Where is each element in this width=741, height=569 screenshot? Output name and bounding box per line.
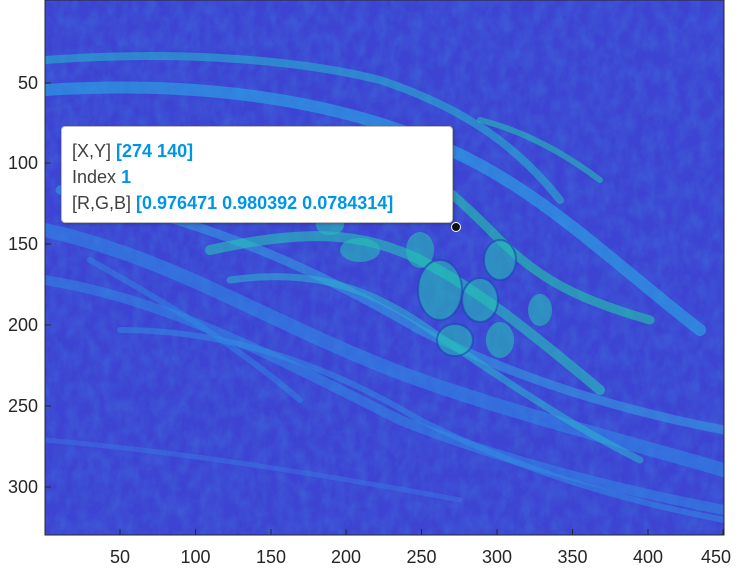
y-tick-label: 200 <box>8 315 38 335</box>
x-tick-label: 50 <box>110 547 130 567</box>
x-axis <box>119 529 724 535</box>
x-tick-label: 450 <box>701 547 731 567</box>
y-axis <box>45 82 51 488</box>
axes-frame <box>44 0 725 536</box>
datatip-xy-label: [X,Y] <box>72 141 112 161</box>
datatip-rgb-label: [R,G,B] <box>72 193 132 213</box>
y-tick-label: 300 <box>8 477 38 497</box>
y-tick-label: 50 <box>18 73 38 93</box>
y-tick-labels: 50 100 150 200 250 300 <box>8 73 38 497</box>
datatip-xy-value: [274 140] <box>116 141 194 161</box>
datatip-rgb-row: [R,G,B] [0.976471 0.980392 0.0784314] <box>72 190 442 216</box>
datatip-index-row: Index 1 <box>72 164 442 190</box>
x-tick-label: 400 <box>633 547 663 567</box>
y-tick-label: 250 <box>8 396 38 416</box>
image-speckle <box>45 0 724 535</box>
datatip-rgb-value: [0.976471 0.980392 0.0784314] <box>136 193 394 213</box>
datatip[interactable]: [X,Y] [274 140] Index 1 [R,G,B] [0.97647… <box>61 126 453 223</box>
y-tick-label: 150 <box>8 234 38 254</box>
datatip-xy-row: [X,Y] [274 140] <box>72 138 442 164</box>
x-tick-label: 100 <box>180 547 210 567</box>
x-tick-label: 350 <box>557 547 587 567</box>
datatip-index-value: 1 <box>121 167 132 187</box>
x-tick-label: 300 <box>482 547 512 567</box>
datatip-marker[interactable] <box>451 222 461 232</box>
image-content <box>45 0 724 535</box>
x-tick-label: 150 <box>256 547 286 567</box>
x-tick-label: 250 <box>406 547 436 567</box>
y-tick-label: 100 <box>8 153 38 173</box>
x-tick-labels: 50 100 150 200 250 300 350 400 450 <box>110 547 731 567</box>
datatip-index-label: Index <box>72 167 117 187</box>
x-tick-label: 200 <box>331 547 361 567</box>
